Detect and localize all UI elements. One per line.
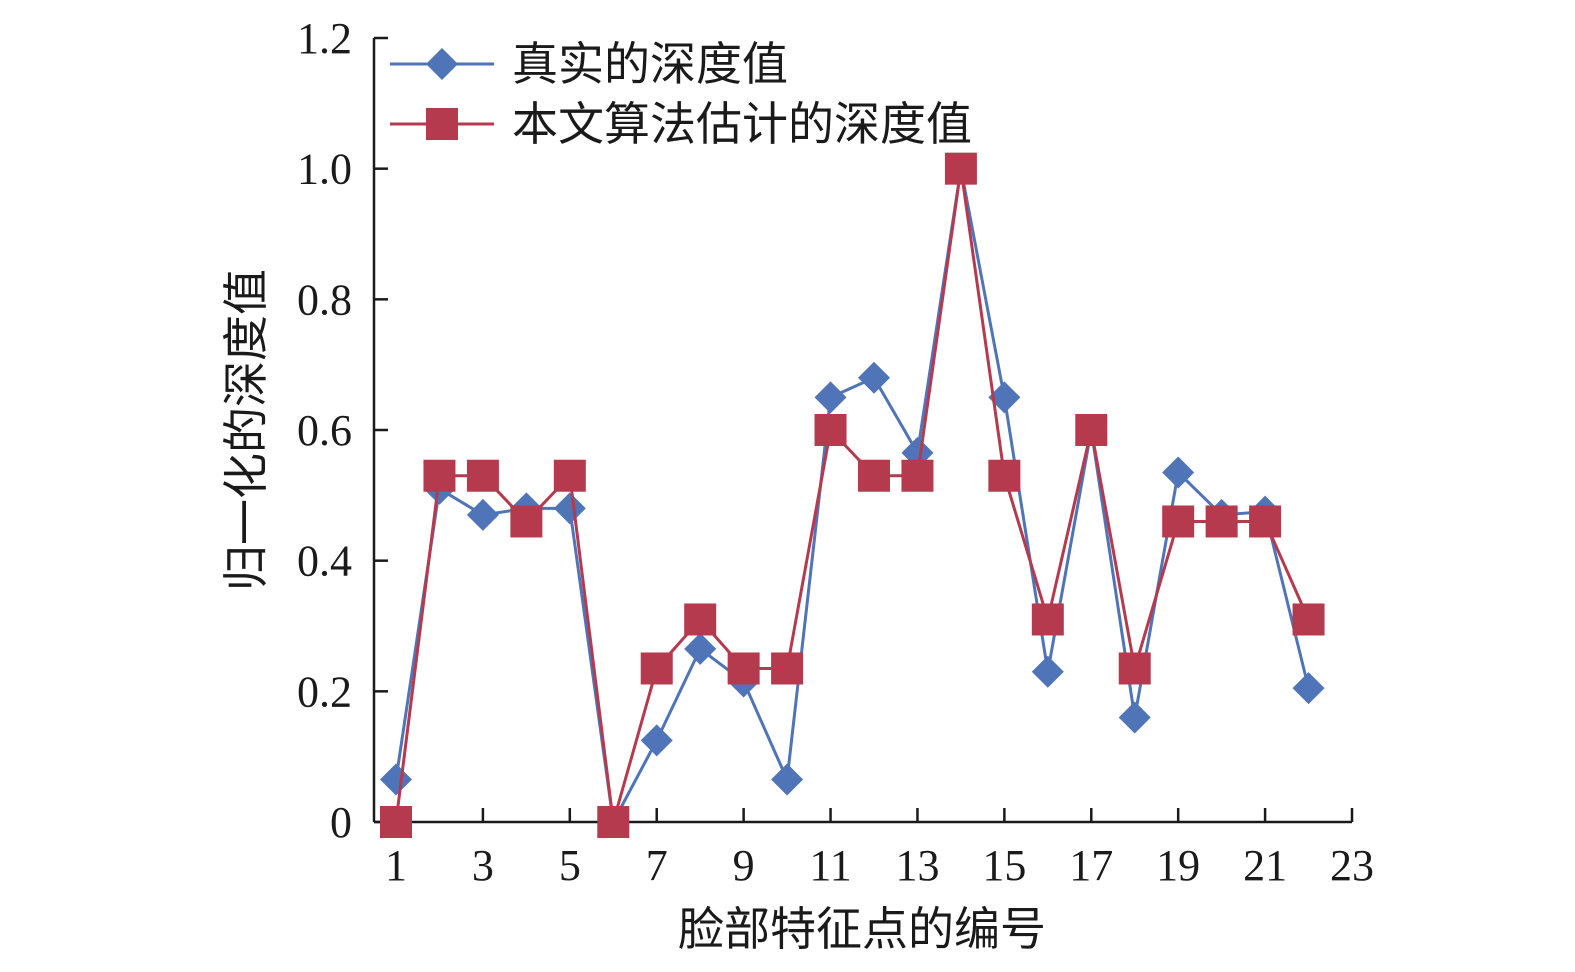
- data-point-diamond: [684, 632, 717, 665]
- data-point-diamond: [380, 763, 412, 796]
- x-tick-label: 1: [385, 841, 407, 890]
- x-tick-label: 21: [1243, 841, 1287, 890]
- data-point-diamond: [1031, 655, 1064, 688]
- data-point-diamond: [814, 381, 847, 414]
- legend-item-2: 本文算法估计的深度值: [390, 97, 972, 151]
- x-tick-label: 15: [982, 841, 1026, 890]
- axes: [372, 38, 1352, 824]
- legend-label: 真实的深度值: [512, 37, 788, 91]
- y-tick-label: 1.2: [297, 14, 352, 63]
- data-point-square: [1162, 505, 1195, 538]
- data-point-square: [684, 603, 717, 636]
- data-point-square: [597, 806, 630, 838]
- data-point-square: [510, 505, 543, 538]
- data-point-square: [944, 152, 977, 185]
- legend-label: 本文算法估计的深度值: [512, 97, 972, 151]
- data-point-square: [1118, 652, 1151, 685]
- data-point-diamond: [1118, 701, 1151, 734]
- legend-marker-square: [426, 108, 458, 140]
- data-point-diamond: [1162, 456, 1195, 489]
- y-tick-label: 0.2: [297, 667, 352, 716]
- data-point-diamond: [771, 763, 804, 796]
- data-point-square: [727, 652, 760, 685]
- x-tick-label: 7: [646, 841, 668, 890]
- data-point-square: [423, 459, 456, 492]
- y-tick-label: 0.8: [297, 275, 352, 324]
- series-line: [394, 167, 1311, 824]
- y-tick-label: 0.6: [297, 406, 352, 455]
- y-tick-label: 1.0: [297, 145, 352, 194]
- series-2: [380, 152, 1325, 838]
- x-tick-label: 3: [472, 841, 494, 890]
- data-point-square: [1205, 505, 1238, 538]
- data-point-square: [466, 459, 499, 492]
- series-line: [394, 167, 1310, 824]
- data-point-square: [640, 652, 673, 685]
- data-point-diamond: [553, 492, 586, 525]
- data-point-square: [380, 806, 412, 838]
- x-tick-label: 19: [1156, 841, 1200, 890]
- x-tick-label: 13: [895, 841, 939, 890]
- data-point-square: [553, 459, 586, 492]
- data-point-diamond: [858, 361, 890, 394]
- x-axis-title: 脸部特征点的编号: [678, 902, 1046, 956]
- data-point-square: [771, 652, 804, 685]
- y-tick-label: 0: [330, 798, 352, 847]
- data-point-diamond: [988, 381, 1021, 414]
- y-ticks: 0 0.2 0.4 0.6 0.8 1.0 1.2: [297, 14, 388, 847]
- data-point-diamond: [1292, 672, 1325, 705]
- data-point-square: [814, 414, 847, 446]
- data-point-diamond: [640, 724, 673, 757]
- legend-marker-diamond: [426, 48, 458, 80]
- data-point-square: [1075, 414, 1108, 446]
- legend-item-1: 真实的深度值: [390, 37, 788, 91]
- series-layer: [380, 152, 1325, 838]
- y-tick-label: 0.4: [297, 537, 352, 586]
- data-point-diamond: [466, 498, 499, 531]
- series-1: [380, 152, 1325, 838]
- x-tick-label: 5: [559, 841, 581, 890]
- data-point-square: [1031, 603, 1064, 636]
- data-point-square: [858, 459, 890, 492]
- data-point-square: [1292, 603, 1325, 636]
- x-tick-label: 17: [1069, 841, 1113, 890]
- x-ticks: 1 3 5 7 9 11 13 15 17 19 21 23: [385, 808, 1374, 890]
- data-point-square: [901, 459, 934, 492]
- y-axis-title: 归一化的深度值: [219, 269, 273, 591]
- data-point-square: [988, 459, 1021, 492]
- x-tick-label: 11: [809, 841, 851, 890]
- x-tick-label: 9: [733, 841, 755, 890]
- data-point-square: [1249, 505, 1282, 538]
- x-tick-label: 23: [1330, 841, 1374, 890]
